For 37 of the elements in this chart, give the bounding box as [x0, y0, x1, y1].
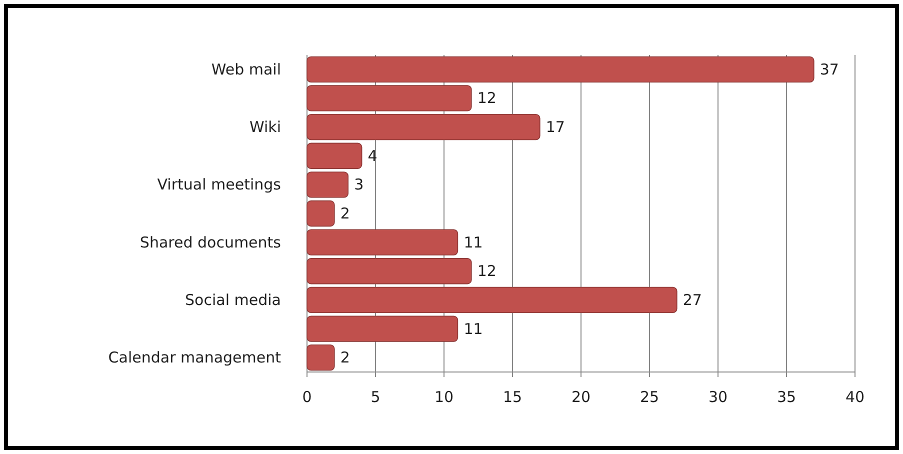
bar — [306, 286, 678, 314]
y-tick-label: Wiki — [249, 118, 281, 136]
bar — [306, 258, 472, 284]
y-tick-label: Social media — [185, 290, 281, 309]
x-tick-label: 30 — [708, 388, 728, 406]
data-label: 17 — [546, 118, 565, 136]
data-label: 11 — [464, 320, 483, 338]
x-tick-label: 40 — [845, 388, 865, 406]
y-tick-label: Web mail — [211, 60, 281, 78]
y-tick-label: Calendar management — [108, 348, 282, 367]
x-tick-label: 20 — [571, 388, 591, 406]
bar — [306, 200, 335, 227]
data-label: 27 — [682, 290, 702, 309]
x-tick-label: 5 — [370, 388, 380, 406]
data-label: 2 — [340, 348, 350, 367]
bar — [306, 316, 458, 342]
data-label: 12 — [477, 89, 496, 108]
data-label: 11 — [464, 233, 483, 252]
bar — [306, 344, 335, 371]
y-tick-label: Virtual meetings — [157, 176, 282, 194]
bar — [306, 56, 814, 82]
bar — [306, 172, 348, 198]
bar — [306, 114, 540, 140]
bar — [306, 142, 362, 169]
x-tick-label: 15 — [502, 388, 522, 406]
x-tick-label: 35 — [776, 388, 796, 406]
x-tick-label: 10 — [434, 388, 454, 406]
y-tick-label: Shared documents — [140, 233, 282, 252]
x-tick-label: 25 — [640, 388, 660, 406]
data-label: 4 — [368, 146, 378, 165]
data-label: 2 — [340, 204, 350, 222]
bar — [306, 229, 458, 256]
x-tick-label: 0 — [302, 388, 312, 406]
data-label: 3 — [354, 176, 364, 194]
bar — [306, 85, 472, 112]
data-label: 12 — [477, 262, 496, 280]
data-label: 37 — [820, 60, 839, 78]
